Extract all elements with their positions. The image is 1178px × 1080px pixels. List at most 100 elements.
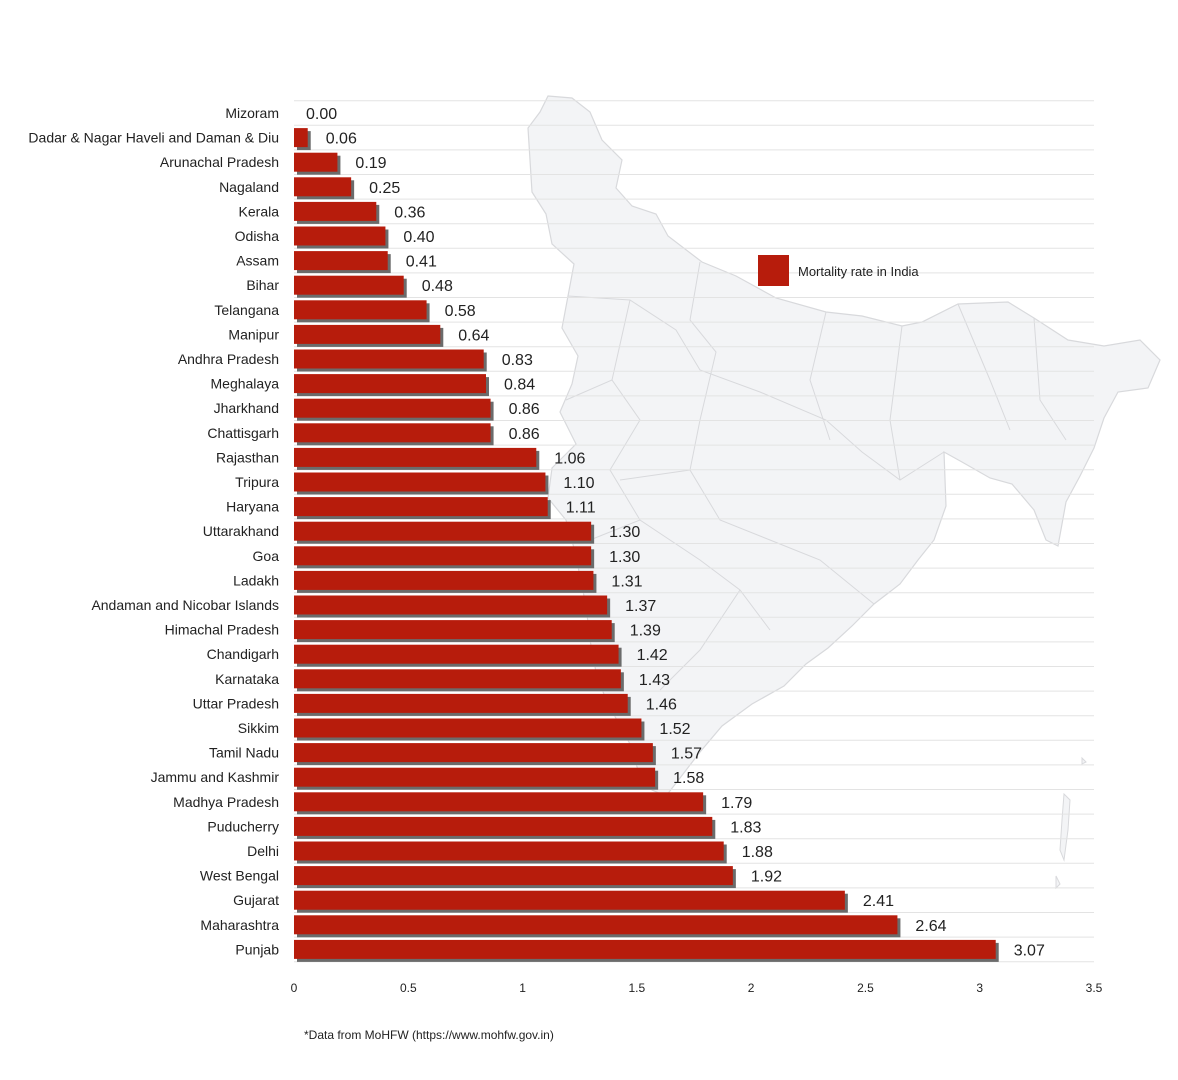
value-label: 0.64 (458, 327, 489, 344)
category-label: Gujarat (233, 892, 279, 908)
category-label: Nagaland (219, 179, 279, 195)
bar (294, 718, 642, 738)
bar (294, 570, 594, 590)
x-tick-label: 0.5 (400, 981, 417, 995)
value-label: 0.19 (355, 155, 386, 172)
category-label: Manipur (228, 326, 279, 342)
value-label: 1.58 (673, 770, 704, 787)
chart-legend: Mortality rate in India (758, 255, 919, 286)
bar (294, 275, 404, 295)
category-label: Puducherry (207, 818, 279, 834)
value-label: 1.46 (646, 696, 677, 713)
map-outline (527, 95, 1161, 797)
value-label: 0.25 (369, 180, 400, 197)
category-label: Tripura (235, 474, 279, 490)
bar (294, 349, 484, 369)
value-label: 0.86 (509, 426, 540, 443)
category-label: Assam (236, 253, 279, 269)
category-label: Haryana (226, 499, 279, 515)
value-label: 1.30 (609, 524, 640, 541)
bar (294, 472, 546, 492)
bar (294, 152, 338, 172)
value-label: 0.36 (394, 204, 425, 221)
andaman-islands-shape (1055, 756, 1087, 890)
category-label: Kerala (239, 203, 280, 219)
bar (294, 324, 441, 344)
category-label: Jammu and Kashmir (151, 769, 280, 785)
category-label: Uttar Pradesh (193, 695, 279, 711)
category-label: Chattisgarh (207, 425, 279, 441)
value-label: 1.79 (721, 795, 752, 812)
value-label: 1.57 (671, 746, 702, 763)
bar (294, 398, 491, 418)
bar (294, 546, 592, 566)
category-label: Delhi (247, 843, 279, 859)
bar (294, 497, 548, 517)
india-map-silhouette (527, 95, 1161, 890)
bar (294, 201, 377, 221)
value-label: 0.48 (422, 278, 453, 295)
value-label: 0.06 (326, 131, 357, 148)
category-label: Ladakh (233, 572, 279, 588)
value-label: 0.40 (403, 229, 434, 246)
value-label: 1.42 (637, 647, 668, 664)
value-label: 1.88 (742, 844, 773, 861)
bar (294, 251, 388, 271)
bar (294, 177, 352, 197)
bar (294, 866, 733, 886)
data-source-footnote: *Data from MoHFW (https://www.mohfw.gov.… (304, 1028, 554, 1042)
category-label: Sikkim (238, 720, 279, 736)
value-label: 0.84 (504, 377, 535, 394)
category-label: Rajasthan (216, 449, 279, 465)
bar (294, 644, 619, 664)
bar (294, 841, 724, 861)
value-label: 1.11 (566, 500, 596, 517)
value-label: 0.41 (406, 254, 437, 271)
x-tick-label: 1.5 (629, 981, 646, 995)
bar (294, 767, 656, 787)
bar (294, 890, 845, 910)
value-label: 1.06 (554, 450, 585, 467)
category-label: Odisha (235, 228, 280, 244)
category-label: Goa (253, 548, 280, 564)
category-label: Andhra Pradesh (178, 351, 279, 367)
value-label: 0.86 (509, 401, 540, 418)
bar (294, 300, 427, 320)
value-label: 1.43 (639, 672, 670, 689)
category-label: Maharashtra (200, 917, 279, 933)
category-label: Uttarakhand (203, 523, 279, 539)
value-label: 1.30 (609, 549, 640, 566)
value-label: 0.83 (502, 352, 533, 369)
category-label: Karnataka (215, 671, 279, 687)
value-label: 2.41 (863, 893, 894, 910)
bar (294, 669, 621, 689)
category-label: Meghalaya (211, 376, 280, 392)
category-label: Arunachal Pradesh (160, 154, 279, 170)
value-label: 1.92 (751, 869, 782, 886)
bar (294, 816, 713, 836)
category-label: West Bengal (200, 868, 279, 884)
value-label: 2.64 (915, 918, 946, 935)
value-label: 1.83 (730, 819, 761, 836)
category-label: Jharkhand (214, 400, 279, 416)
bar (294, 595, 608, 615)
chart-bars (294, 128, 999, 962)
value-label: 1.52 (659, 721, 690, 738)
legend-label: Mortality rate in India (798, 264, 919, 279)
category-label: Bihar (246, 277, 279, 293)
x-axis-ticks: 0 0.5 1 1.5 2 2.5 3 3.5 (291, 981, 1103, 995)
category-label: Himachal Pradesh (165, 622, 279, 638)
category-label: Dadar & Nagar Haveli and Daman & Diu (28, 130, 279, 146)
bar (294, 620, 612, 640)
bar (294, 939, 996, 959)
bar (294, 447, 537, 467)
bar (294, 423, 491, 443)
x-tick-label: 0 (291, 981, 298, 995)
value-label: 3.07 (1014, 942, 1045, 959)
value-label: 1.37 (625, 598, 656, 615)
category-label: Telangana (214, 302, 279, 318)
x-tick-label: 3.5 (1086, 981, 1103, 995)
value-label: 0.00 (306, 106, 337, 123)
category-label: Tamil Nadu (209, 745, 279, 761)
